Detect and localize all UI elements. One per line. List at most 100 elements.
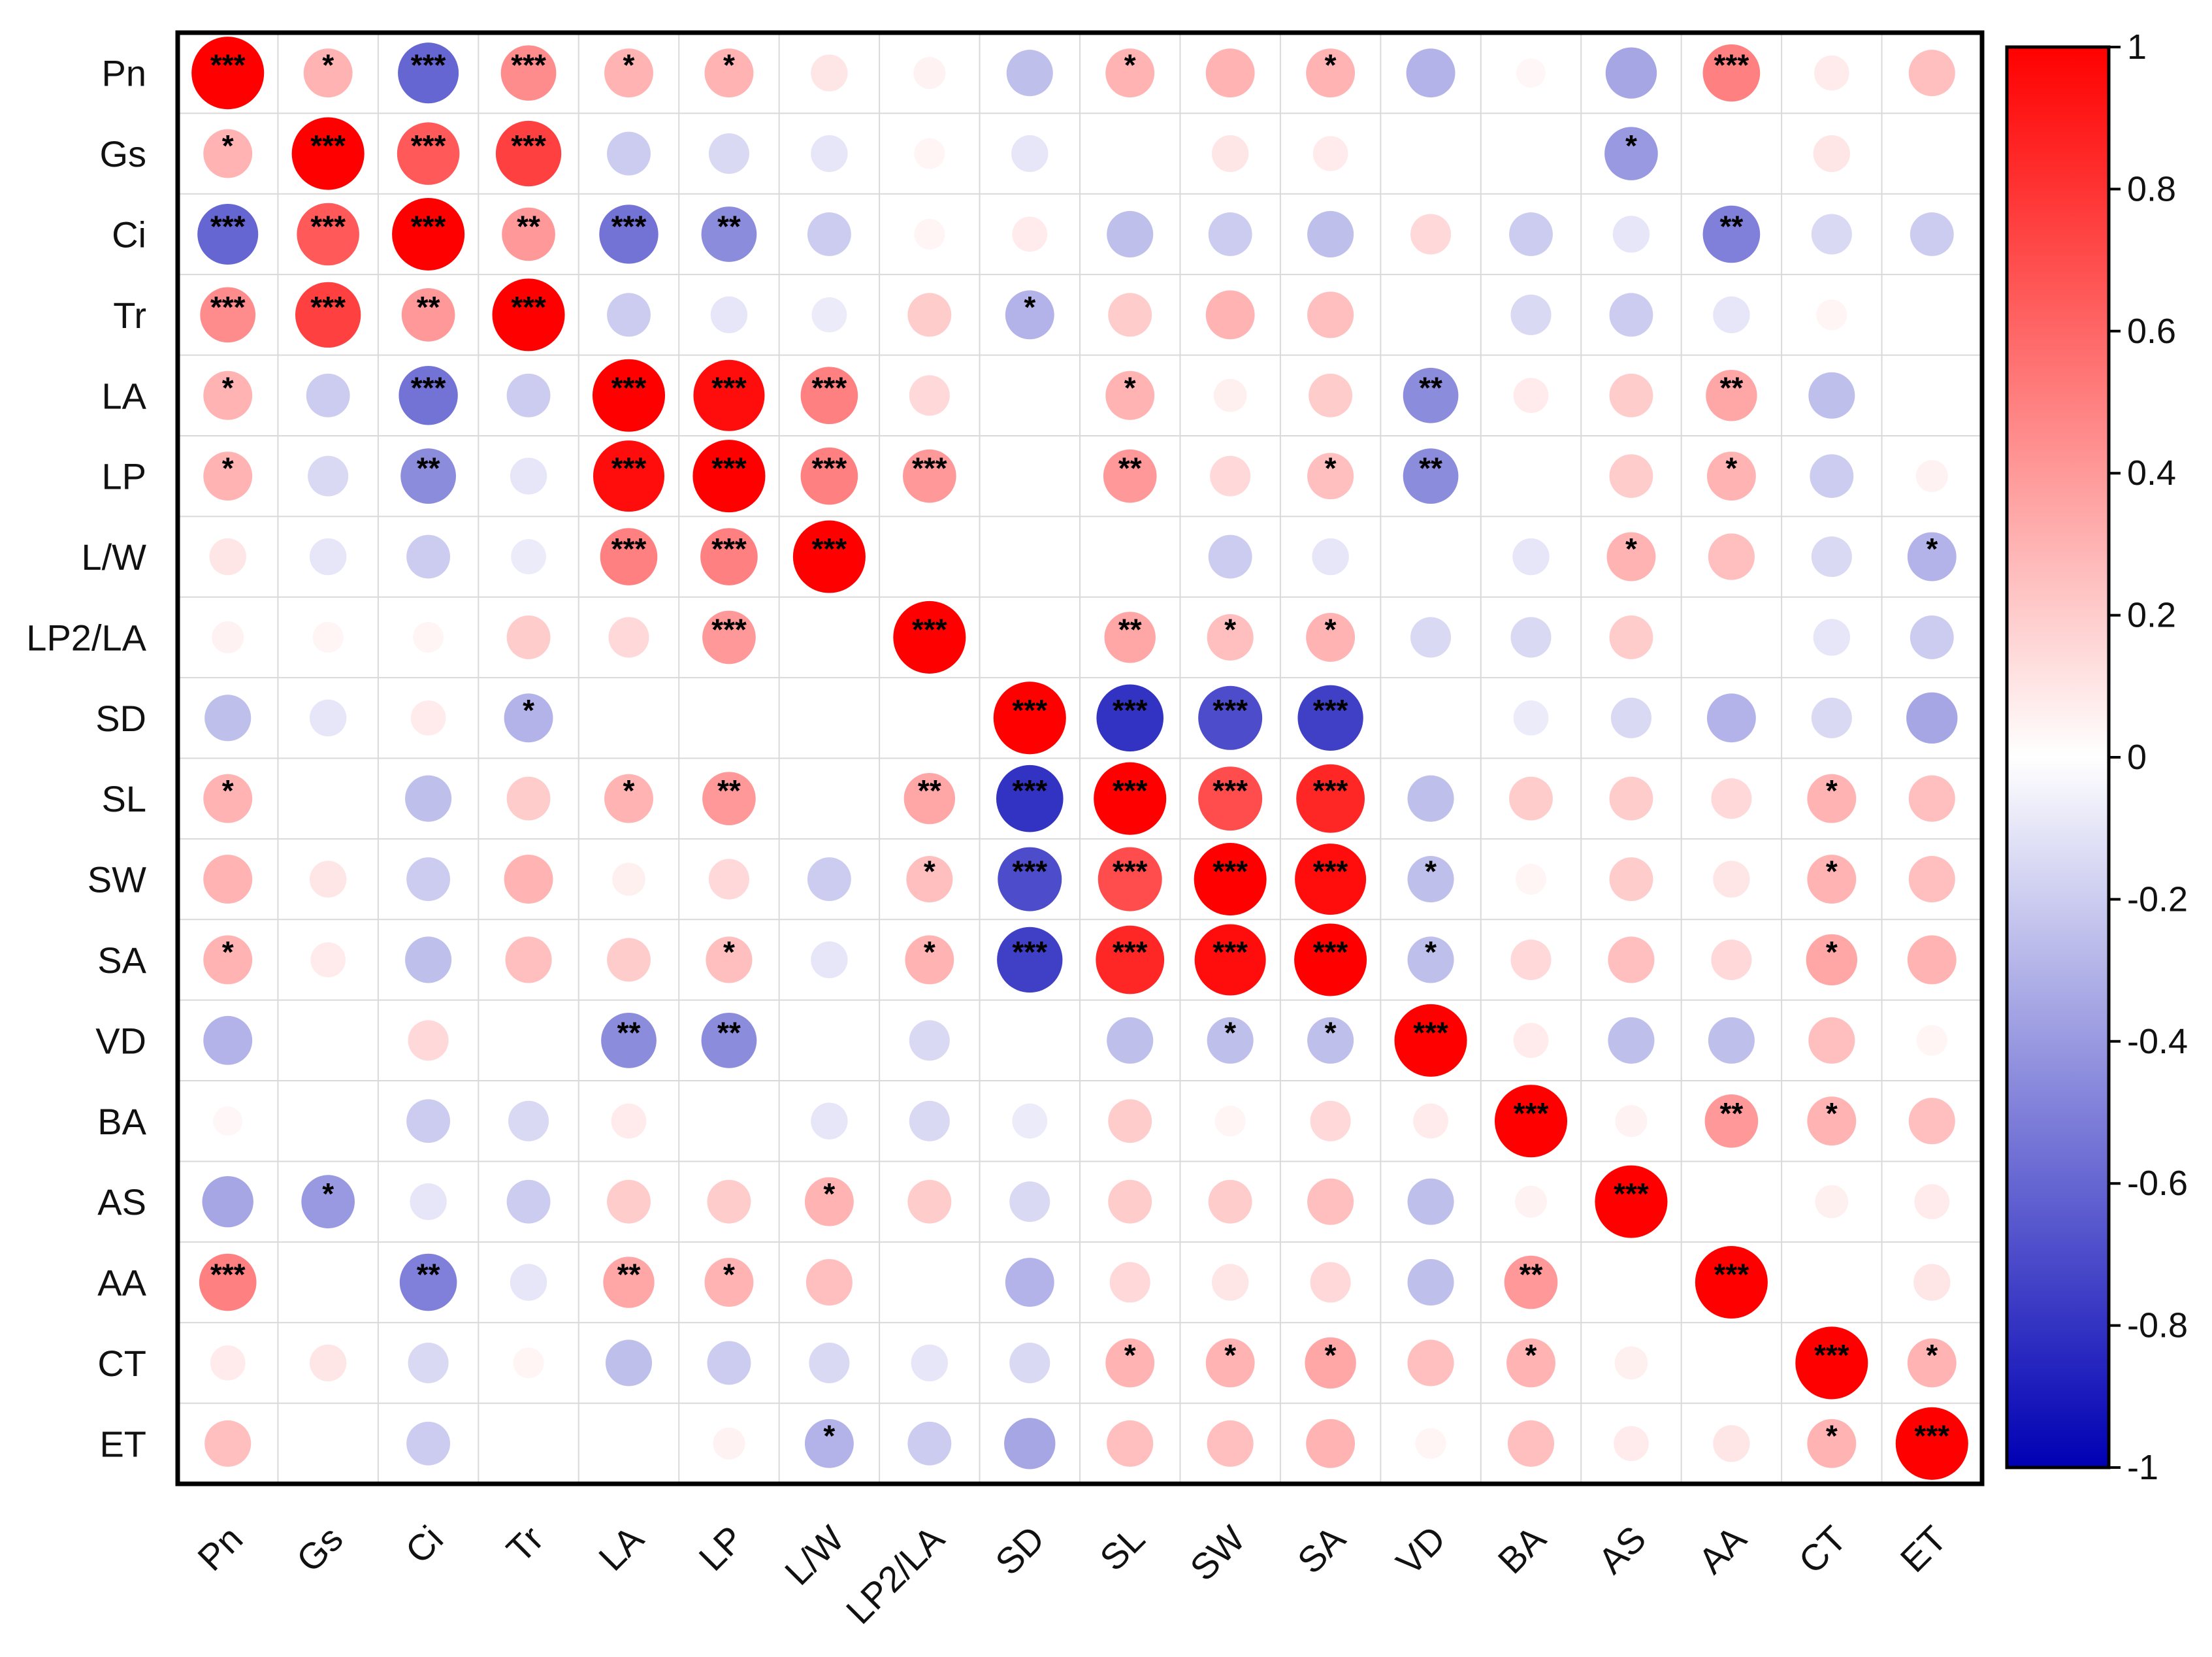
cell-Pn-SW [1205, 48, 1255, 98]
significance-marker: *** [1113, 774, 1148, 808]
significance-marker: ** [617, 1015, 641, 1049]
cell-AA-AA [1695, 1246, 1768, 1319]
cell-SW-AA [1713, 861, 1750, 898]
cell-Tr-SL [1108, 293, 1152, 337]
cell-Pn-SA [1306, 48, 1356, 98]
cell-AS-Ci [410, 1183, 447, 1221]
plot-frame [175, 30, 1985, 1486]
cell-SL-SW [1198, 766, 1263, 831]
significance-marker: ** [1719, 370, 1743, 404]
cell-SA-VD [1407, 936, 1454, 983]
y-label-LA: LA [102, 375, 147, 416]
significance-marker: *** [1012, 935, 1047, 969]
y-label-AS: AS [97, 1181, 146, 1222]
cell-AA-SA [1310, 1262, 1351, 1303]
significance-marker: * [1325, 612, 1337, 646]
cell-SL-Tr [506, 776, 551, 821]
y-label-L/W: L/W [81, 536, 146, 578]
cell-ET-SL [1107, 1420, 1154, 1467]
significance-marker: * [1124, 48, 1136, 82]
cell-LP-LA [593, 440, 665, 512]
cell-SL-LP2/LA [903, 772, 956, 825]
significance-marker: * [1325, 1015, 1337, 1049]
significance-marker: *** [611, 532, 647, 566]
cell-BA-SW [1214, 1106, 1246, 1137]
cell-LP2/LA-VD [1410, 617, 1452, 658]
cell-Pn-Gs [303, 48, 353, 98]
y-label-Tr: Tr [113, 295, 146, 336]
cell-LP-CT [1810, 454, 1854, 499]
significance-marker: * [523, 693, 534, 727]
cell-AS-LA [607, 1179, 651, 1224]
cell-SW-SW [1194, 843, 1267, 916]
cell-LA-LA [592, 359, 666, 432]
cell-LA-LP2/LA [909, 375, 950, 416]
cell-LP-AA [1706, 451, 1756, 501]
cell-Ci-SW [1208, 212, 1252, 256]
y-label-CT: CT [97, 1343, 146, 1384]
cell-VD-SW [1207, 1017, 1254, 1064]
cell-LP-AS [1609, 454, 1653, 499]
cell-LA-VD [1403, 367, 1459, 423]
cell-Ci-AA [1702, 205, 1761, 263]
cell-Gs-Pn [203, 129, 253, 178]
significance-marker: * [723, 1258, 735, 1292]
cell-AS-SW [1208, 1179, 1252, 1224]
significance-marker: *** [611, 209, 647, 243]
cell-Tr-LA [607, 293, 651, 337]
cell-SA-Gs [310, 942, 346, 977]
significance-marker: * [1926, 1338, 1938, 1372]
x-label-VD: VD [1388, 1518, 1454, 1583]
significance-marker: * [1926, 532, 1938, 566]
cell-LP2/LA-AS [1609, 615, 1653, 659]
cell-LP-L/W [800, 447, 858, 505]
cell-SW-L/W [807, 857, 851, 902]
significance-marker: * [1826, 1096, 1838, 1130]
cell-Gs-LA [607, 131, 651, 176]
x-label-L/W: L/W [777, 1518, 852, 1593]
cell-SW-SL [1098, 847, 1162, 911]
significance-marker: * [1625, 532, 1637, 566]
significance-marker: *** [1012, 774, 1047, 808]
colorbar-tick-label: -0.6 [2127, 1164, 2188, 1203]
cell-SL-LP [702, 772, 756, 826]
significance-marker: *** [611, 451, 647, 485]
cell-BA-Tr [508, 1100, 549, 1141]
significance-marker: *** [912, 612, 947, 646]
colorbar-tick-label: -1 [2127, 1448, 2158, 1487]
cell-CT-LP [707, 1341, 751, 1385]
cell-SL-SL [1094, 762, 1167, 835]
cell-LP-Pn [203, 451, 253, 501]
cell-VD-AS [1608, 1017, 1655, 1064]
significance-marker: ** [617, 1258, 641, 1292]
cell-BA-AA [1704, 1094, 1759, 1148]
cell-LP2/LA-Tr [506, 615, 551, 659]
cell-ET-SW [1207, 1420, 1254, 1467]
x-label-LP2/LA: LP2/LA [838, 1517, 952, 1632]
cell-ET-SD [1004, 1418, 1056, 1469]
cell-CT-SW [1205, 1338, 1255, 1388]
cell-SA-SD [997, 927, 1063, 993]
cell-LP2/LA-LP2/LA [893, 600, 966, 674]
cell-VD-SL [1107, 1017, 1154, 1064]
significance-marker: *** [711, 612, 747, 646]
x-label-LP: LP [691, 1518, 751, 1579]
y-label-SD: SD [95, 698, 146, 739]
cell-LA-AS [1609, 373, 1653, 418]
x-label-SL: SL [1092, 1518, 1152, 1579]
cell-VD-AA [1708, 1017, 1755, 1064]
y-label-Ci: Ci [112, 214, 146, 255]
cell-LA-AA [1706, 370, 1757, 421]
y-label-SL: SL [102, 778, 147, 819]
significance-marker: *** [411, 48, 446, 82]
cell-LP2/LA-SL [1104, 612, 1156, 663]
cell-SW-SA [1295, 844, 1367, 915]
cell-SW-Pn [203, 855, 253, 904]
colorbar [2005, 45, 2111, 1469]
cell-BA-SD [1012, 1103, 1048, 1139]
cell-Tr-SA [1307, 291, 1354, 338]
cell-SL-Pn [203, 774, 253, 823]
cell-L/W-Gs [309, 538, 347, 576]
significance-marker: ** [1719, 209, 1743, 243]
cell-SL-VD [1407, 775, 1454, 822]
